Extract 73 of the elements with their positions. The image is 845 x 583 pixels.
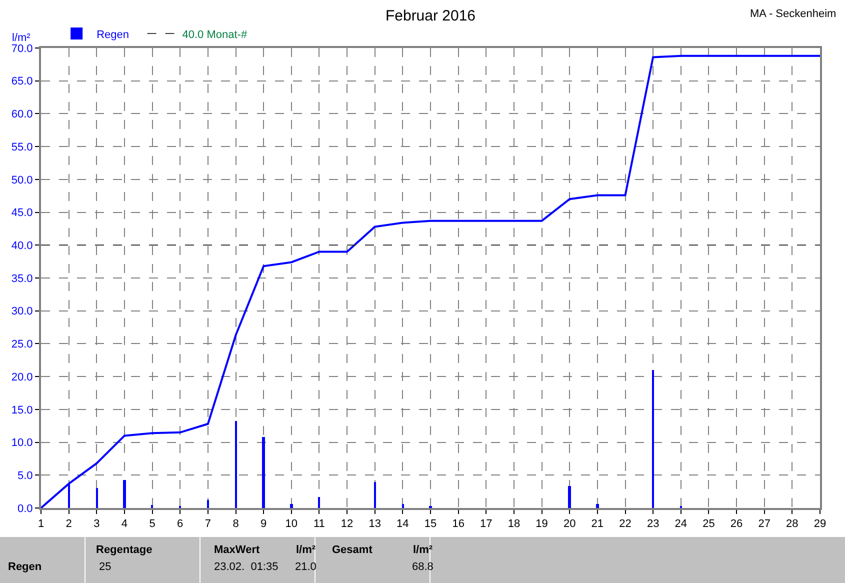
x-tick-label: 1 <box>38 518 44 530</box>
text: 68.8 <box>412 561 434 573</box>
y-tick-label: 35.0 <box>11 272 33 285</box>
y-tick-label: 5.0 <box>18 470 33 482</box>
y-tick-label: 65.0 <box>11 76 33 88</box>
bar <box>96 488 98 508</box>
text: 25 <box>99 561 112 573</box>
bar <box>262 437 265 508</box>
text: 23.02. 01:35 <box>214 561 278 573</box>
y-tick-label: 30.0 <box>11 306 33 318</box>
x-tick-label: 9 <box>260 518 267 530</box>
x-tick-label: 3 <box>94 518 100 530</box>
x-tick-label: 24 <box>674 518 688 530</box>
chart-title: Februar 2016 <box>385 7 476 24</box>
y-tick-label: 15.0 <box>11 404 33 416</box>
y-tick-label: 55.0 <box>11 141 33 154</box>
y-tick-label: 20.0 <box>11 371 33 384</box>
x-tick-label: 11 <box>314 518 325 530</box>
x-tick-label: 18 <box>508 518 520 530</box>
text: MaxWert <box>214 544 260 556</box>
y-tick-label: 50.0 <box>11 174 33 186</box>
bar <box>596 504 599 508</box>
x-tick-label: 2 <box>66 518 72 530</box>
bar <box>290 504 293 508</box>
line-series <box>41 54 820 508</box>
x-tick-label: 14 <box>396 518 409 530</box>
bar <box>123 480 126 508</box>
y-tick-label: 25.0 <box>11 338 33 351</box>
y-tick-label: 45.0 <box>11 207 33 220</box>
x-tick-label: 16 <box>452 518 464 530</box>
x-tick-label: 15 <box>424 518 437 530</box>
x-tick-label: 25 <box>702 518 715 530</box>
y-tick-label: 10.0 <box>11 437 33 450</box>
x-tick-label: 5 <box>149 518 156 530</box>
text: l/m² <box>296 544 316 556</box>
bar <box>402 504 404 508</box>
text: MA - Seckenheim <box>750 8 836 20</box>
x-tick-label: 23 <box>646 518 660 530</box>
y-tick-label: 70.0 <box>11 42 33 55</box>
text: 21.0 <box>295 561 316 573</box>
text: Gesamt <box>332 544 373 556</box>
bar <box>235 421 237 508</box>
x-tick-label: 4 <box>121 518 128 530</box>
bar <box>374 482 376 508</box>
y-axis-title: l/m² <box>12 32 31 44</box>
legend-label: Regen <box>96 28 129 41</box>
y-tick-label: 60.0 <box>11 108 33 121</box>
x-tick-label: 6 <box>177 518 184 530</box>
legend-label: 40.0 Monat-# <box>182 28 248 41</box>
text: Regen <box>8 561 42 573</box>
x-tick-label: 7 <box>204 518 211 530</box>
text: l/m² <box>413 544 433 556</box>
x-tick-label: 21 <box>591 518 604 530</box>
y-tick-label: 0.0 <box>18 502 33 515</box>
x-tick-label: 12 <box>340 518 354 530</box>
bar <box>151 505 153 508</box>
x-tick-label: 17 <box>480 518 492 530</box>
x-tick-label: 20 <box>563 518 576 530</box>
x-tick-label: 22 <box>619 518 632 530</box>
bar <box>207 500 209 508</box>
y-tick-label: 40.0 <box>11 240 33 252</box>
bar <box>652 370 654 508</box>
x-tick-label: 19 <box>536 518 548 530</box>
text: Regentage <box>96 544 152 556</box>
x-tick-label: 13 <box>368 518 381 530</box>
bar <box>568 486 571 508</box>
x-tick-label: 10 <box>285 518 298 530</box>
x-tick-label: 28 <box>786 518 798 530</box>
bar <box>318 497 320 508</box>
x-tick-label: 8 <box>232 518 239 530</box>
x-tick-label: 26 <box>730 518 743 530</box>
x-tick-label: 27 <box>758 518 770 530</box>
x-tick-label: 29 <box>814 518 826 530</box>
